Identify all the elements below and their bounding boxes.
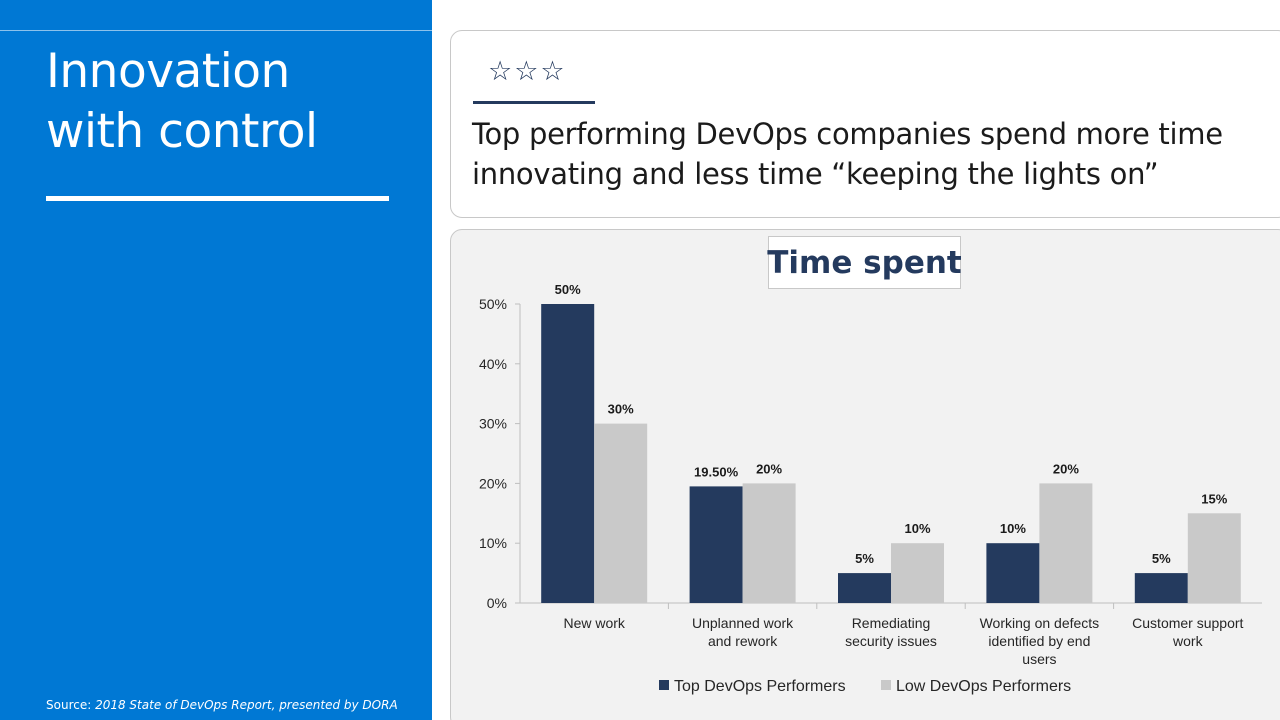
slide-title-line-2: with control — [46, 104, 318, 159]
legend-label: Top DevOps Performers — [674, 678, 846, 695]
bar-top-4 — [1134, 573, 1188, 603]
data-label: 10% — [904, 521, 930, 536]
category-label: work — [1172, 633, 1204, 649]
category-label: Remediating — [852, 615, 931, 631]
data-label: 20% — [756, 461, 782, 476]
bar-low-2 — [891, 543, 944, 603]
y-tick-label: 0% — [487, 595, 507, 611]
data-label: 10% — [1000, 521, 1026, 536]
category-label: users — [1022, 651, 1056, 667]
headline: Top performing DevOps companies spend mo… — [472, 114, 1272, 194]
category-label: Working on defects — [980, 615, 1100, 631]
bar-low-3 — [1039, 483, 1093, 603]
data-label: 5% — [1152, 551, 1171, 566]
headline-line-2: innovating and less time “keeping the li… — [472, 157, 1159, 191]
bar-top-3 — [986, 543, 1040, 603]
chart-title: Time spent — [767, 236, 962, 289]
y-tick-label: 20% — [479, 475, 507, 491]
data-label: 19.50% — [694, 464, 739, 479]
rating-stars-icon: ☆☆☆ — [488, 56, 567, 87]
y-tick-label: 30% — [479, 416, 507, 432]
data-label: 50% — [555, 282, 581, 297]
headline-card — [450, 30, 1280, 218]
left-panel — [0, 0, 432, 720]
category-label: identified by end — [988, 633, 1090, 649]
data-label: 20% — [1053, 461, 1079, 476]
title-underline — [46, 196, 389, 201]
slide-title-line-1: Innovation — [46, 44, 290, 99]
y-tick-label: 50% — [479, 296, 507, 312]
category-label: Unplanned work — [692, 615, 794, 631]
source-title: 2018 State of DevOps Report, presented b… — [95, 698, 398, 712]
stars-underline — [473, 101, 595, 104]
bar-top-0 — [541, 304, 595, 603]
bar-top-2 — [838, 573, 891, 603]
legend-label: Low DevOps Performers — [896, 678, 1071, 695]
data-label: 5% — [855, 551, 874, 566]
bar-top-1 — [689, 486, 743, 603]
source-prefix: Source: — [46, 698, 96, 712]
category-label: and rework — [708, 633, 778, 649]
source-note: Source: 2018 State of DevOps Report, pre… — [46, 698, 398, 712]
divider — [0, 30, 432, 31]
data-label: 15% — [1201, 491, 1227, 506]
data-label: 30% — [608, 402, 634, 417]
category-label: Customer support — [1132, 615, 1243, 631]
bar-low-1 — [742, 483, 796, 603]
y-tick-label: 10% — [479, 535, 507, 551]
headline-line-1: Top performing DevOps companies spend mo… — [472, 117, 1223, 151]
category-label: security issues — [845, 633, 937, 649]
category-label: New work — [563, 615, 625, 631]
legend-swatch — [881, 680, 891, 690]
y-tick-label: 40% — [479, 356, 507, 372]
bar-low-4 — [1187, 513, 1241, 603]
bar-low-0 — [594, 423, 648, 603]
legend-swatch — [659, 680, 669, 690]
